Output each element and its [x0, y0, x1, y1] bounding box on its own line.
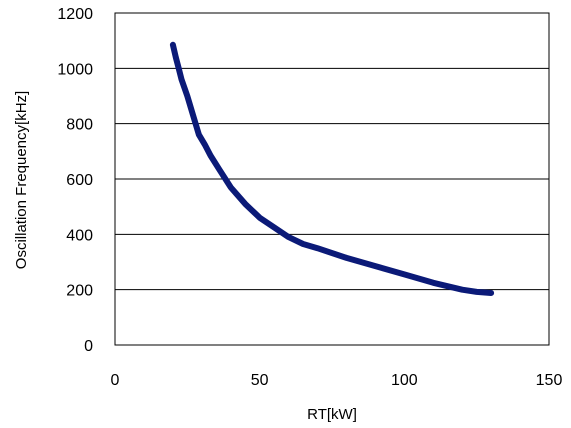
x-tick-label: 0 [111, 372, 120, 389]
y-tick-label: 1200 [57, 6, 93, 23]
series-line-0 [169, 41, 495, 296]
y-tick-label: 1000 [57, 61, 93, 78]
x-axis-tick-labels: 0 50 100 150 [111, 372, 563, 389]
x-axis-title: RT[kW] [307, 406, 357, 423]
plot-area-border [114, 12, 550, 346]
y-axis-tick-labels: 0 200 400 600 800 1000 1200 [57, 6, 93, 355]
y-tick-label: 600 [66, 172, 93, 189]
y-tick-label: 800 [66, 117, 93, 134]
x-tick-label: 50 [251, 372, 269, 389]
x-tick-label: 150 [536, 372, 563, 389]
y-axis-title: Oscillation Frequency[kHz] [13, 91, 30, 269]
y-tick-label: 400 [66, 227, 93, 244]
y-tick-label: 200 [66, 283, 93, 300]
y-tick-label: 0 [84, 338, 93, 355]
x-tick-label: 100 [391, 372, 418, 389]
grid-lines [115, 67, 549, 291]
data-series [169, 41, 495, 296]
